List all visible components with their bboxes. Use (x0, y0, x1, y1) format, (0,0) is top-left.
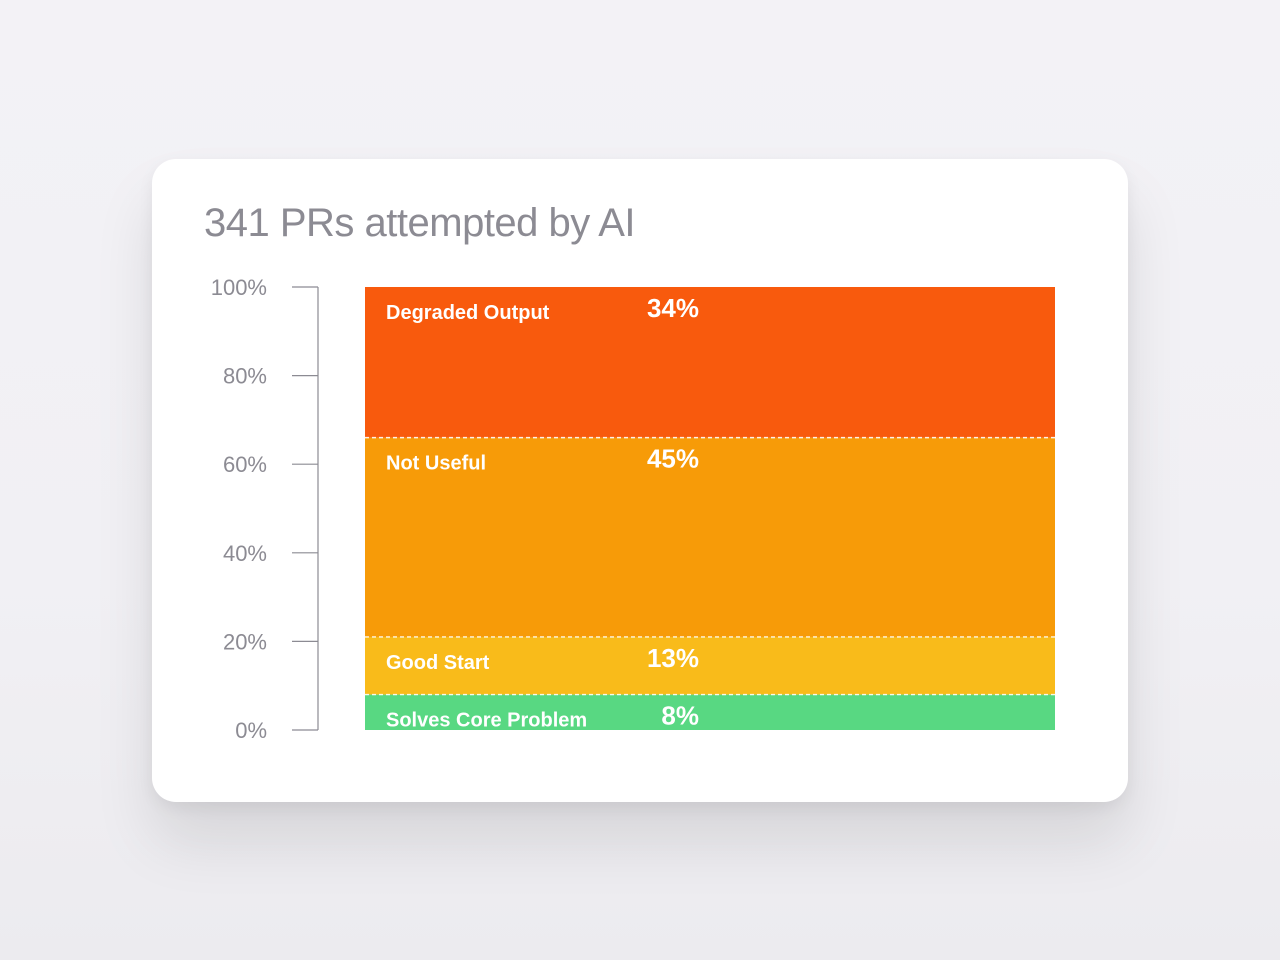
y-tick-label: 40% (223, 541, 267, 566)
chart-title: 341 PRs attempted by AI (204, 201, 635, 245)
y-tick-label: 60% (223, 452, 267, 477)
y-tick-label: 80% (223, 364, 267, 389)
segment-value-degraded-output: 34% (647, 293, 699, 323)
chart-card: 341 PRs attempted by AI 0% 20% 40% 60% 80% 10… (152, 159, 1128, 802)
bar-segment-degraded-output (365, 287, 1055, 438)
y-tick-label: 20% (223, 629, 267, 654)
stacked-bar: Solves Core Problem 8% Good Start 13% Not Us… (365, 287, 1055, 732)
segment-label-not-useful: Not Useful (386, 453, 486, 475)
segment-label-good-start: Good Start (386, 652, 490, 674)
y-axis: 0% 20% 40% 60% 80% 100% (211, 275, 319, 743)
bar-segment-good-start (365, 636, 1055, 695)
segment-label-degraded-output: Degraded Output (386, 302, 550, 324)
y-tick-label: 0% (235, 718, 267, 743)
segment-value-solves-core-problem: 8% (661, 701, 699, 731)
stacked-bar-chart: 0% 20% 40% 60% 80% 100% Solves Core Problem 8% G… (211, 275, 1055, 743)
segment-value-good-start: 13% (647, 643, 699, 673)
segment-value-not-useful: 45% (647, 444, 699, 474)
bar-segment-solves-core-problem (365, 694, 1055, 730)
segment-label-solves-core-problem: Solves Core Problem (386, 710, 587, 732)
y-tick-label: 100% (211, 275, 267, 300)
bar-segment-not-useful (365, 437, 1055, 637)
